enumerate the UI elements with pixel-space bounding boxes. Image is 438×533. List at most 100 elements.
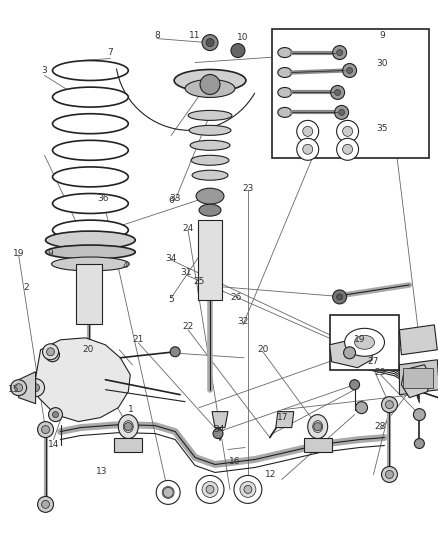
Circle shape (385, 401, 392, 409)
Text: 4: 4 (122, 261, 128, 270)
Text: 14: 14 (48, 440, 59, 449)
Ellipse shape (53, 114, 128, 134)
Text: 21: 21 (132, 335, 144, 344)
Circle shape (124, 423, 132, 431)
Circle shape (330, 85, 344, 100)
Circle shape (355, 402, 367, 414)
Circle shape (381, 466, 396, 482)
Circle shape (343, 347, 355, 359)
Circle shape (296, 120, 318, 142)
Text: 20: 20 (82, 345, 94, 354)
Bar (403, 368, 432, 387)
Ellipse shape (312, 421, 322, 433)
Polygon shape (329, 338, 374, 368)
Bar (329, 315, 399, 370)
Ellipse shape (240, 481, 255, 497)
Text: 24: 24 (182, 224, 193, 232)
Circle shape (381, 397, 396, 413)
Circle shape (313, 423, 321, 431)
Ellipse shape (162, 487, 174, 498)
Text: 28: 28 (374, 422, 385, 431)
Ellipse shape (53, 140, 128, 160)
Ellipse shape (354, 335, 374, 349)
Text: 3: 3 (42, 66, 47, 75)
Circle shape (336, 50, 342, 55)
Circle shape (163, 487, 173, 497)
Circle shape (302, 126, 312, 136)
Ellipse shape (53, 61, 128, 80)
Text: 32: 32 (237, 317, 248, 326)
Circle shape (302, 144, 312, 154)
Text: 35: 35 (376, 124, 387, 133)
Ellipse shape (51, 257, 129, 271)
Circle shape (334, 90, 340, 95)
Bar (114, 438, 142, 451)
Ellipse shape (192, 170, 227, 180)
Circle shape (349, 379, 359, 390)
Circle shape (332, 46, 346, 60)
Circle shape (342, 144, 352, 154)
Circle shape (332, 290, 346, 304)
Ellipse shape (201, 481, 218, 497)
Circle shape (42, 344, 58, 360)
Ellipse shape (196, 188, 223, 204)
Polygon shape (18, 372, 35, 403)
Circle shape (38, 422, 53, 438)
Circle shape (230, 44, 244, 58)
Ellipse shape (53, 167, 128, 187)
Ellipse shape (46, 231, 135, 249)
Circle shape (413, 409, 424, 421)
Circle shape (32, 384, 39, 392)
Text: 10: 10 (237, 33, 248, 42)
Ellipse shape (53, 220, 128, 240)
Circle shape (200, 75, 219, 94)
Text: 12: 12 (265, 470, 276, 479)
Text: 9: 9 (48, 248, 53, 257)
Text: 19: 19 (13, 248, 25, 257)
Text: 1: 1 (128, 405, 134, 414)
Ellipse shape (189, 125, 230, 135)
Ellipse shape (277, 108, 291, 117)
Circle shape (11, 379, 27, 395)
Text: 25: 25 (193, 278, 204, 286)
Circle shape (212, 429, 223, 439)
Polygon shape (275, 411, 293, 427)
Text: 26: 26 (230, 294, 241, 302)
Polygon shape (399, 325, 436, 355)
Circle shape (296, 139, 318, 160)
Ellipse shape (277, 87, 291, 98)
Circle shape (46, 348, 60, 362)
Circle shape (42, 425, 49, 433)
Text: 30: 30 (376, 59, 387, 68)
Circle shape (49, 352, 55, 358)
Ellipse shape (277, 47, 291, 58)
Text: 20: 20 (257, 345, 268, 354)
Text: 27: 27 (367, 357, 378, 366)
Ellipse shape (344, 328, 384, 356)
Text: 29: 29 (374, 368, 385, 377)
Circle shape (336, 120, 358, 142)
Circle shape (338, 109, 344, 116)
Ellipse shape (196, 475, 223, 503)
Ellipse shape (198, 204, 220, 216)
Text: 8: 8 (154, 31, 160, 40)
Circle shape (336, 139, 358, 160)
Circle shape (342, 126, 352, 136)
Ellipse shape (307, 415, 327, 439)
Circle shape (170, 347, 180, 357)
Ellipse shape (46, 245, 135, 259)
Ellipse shape (191, 155, 229, 165)
Circle shape (346, 68, 352, 74)
Circle shape (46, 348, 54, 356)
Text: 19: 19 (353, 335, 364, 344)
Text: 7: 7 (107, 48, 113, 57)
Ellipse shape (187, 110, 231, 120)
Ellipse shape (156, 480, 180, 504)
Bar (303, 438, 331, 451)
Text: 6: 6 (168, 196, 173, 205)
Text: 15: 15 (8, 385, 19, 394)
Ellipse shape (233, 475, 261, 503)
Circle shape (14, 384, 23, 392)
Circle shape (413, 439, 424, 449)
Text: 33: 33 (169, 193, 180, 203)
